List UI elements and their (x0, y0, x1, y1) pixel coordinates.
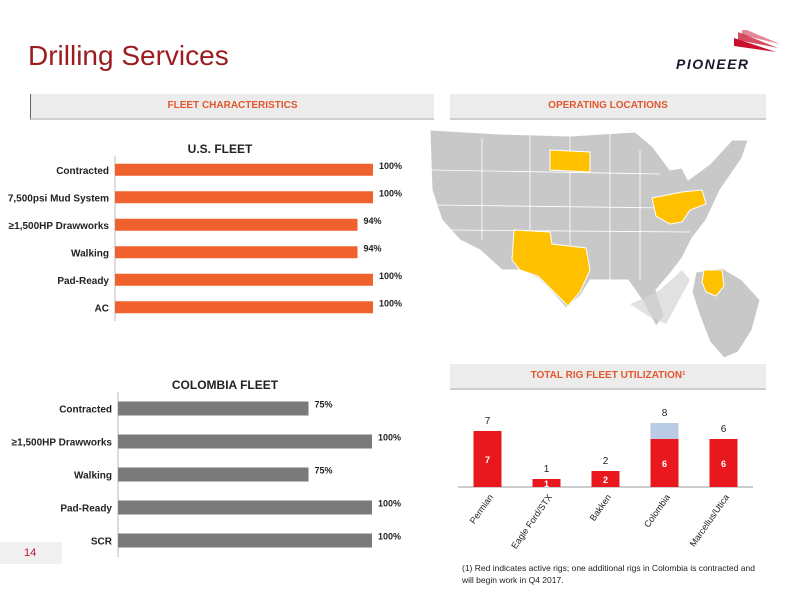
us-fleet-category-label: ≥1,500HP Drawworks (9, 221, 110, 232)
colombia-fleet-bar (118, 533, 372, 548)
us-fleet-category-label: AC (95, 303, 109, 314)
us-fleet-value-label: 100% (379, 188, 402, 198)
rig-utilization-chart: 7 7 Permian 1 1 Eagle Ford/STX 2 2 Bakken 6 8 Colom… (458, 408, 753, 551)
us-map-icon (429, 129, 749, 327)
us-fleet-title: U.S. FLEET (187, 142, 253, 156)
us-fleet-bar (115, 301, 373, 314)
utilization-category-label: Marcellus/Utica (688, 492, 731, 548)
us-fleet-category-label: Walking (71, 248, 109, 259)
us-fleet-category-label: Contracted (56, 166, 109, 177)
total-rigs-label: 7 (485, 416, 491, 427)
colombia-fleet-chart: Contracted 75% ≥1,500HP Drawworks 100% Walki… (12, 392, 401, 557)
fleet-characteristics-band: FLEET CHARACTERISTICS (30, 94, 434, 120)
colombia-fleet-category-label: Walking (74, 471, 112, 482)
colombia-fleet-category-label: Pad-Ready (60, 504, 112, 515)
us-fleet-value-label: 100% (379, 161, 402, 171)
us-fleet-bar (115, 218, 358, 231)
footnote: (1) Red indicates active rigs; one addit… (462, 563, 755, 585)
colombia-fleet-bar (118, 434, 372, 449)
utilization-label: TOTAL RIG FLEET UTILIZATION¹ (530, 370, 686, 381)
colombia-fleet-bar (118, 500, 372, 515)
colombia-fleet-value-label: 75% (315, 466, 333, 476)
us-fleet-value-label: 94% (364, 243, 382, 253)
active-rigs-bar (473, 431, 502, 487)
logo-text: PIONEER (676, 56, 750, 72)
colombia-fleet-value-label: 75% (315, 400, 333, 410)
colombia-region (701, 269, 725, 297)
colombia-fleet-value-label: 100% (378, 433, 401, 443)
us-fleet-bar (115, 163, 373, 176)
operating-locations-map (429, 129, 761, 359)
active-rigs-label: 6 (721, 459, 726, 469)
ohio-pennsylvania-region (651, 189, 707, 225)
colombia-fleet-category-label: ≥1,500HP Drawworks (12, 438, 113, 449)
pioneer-logo-icon (734, 30, 780, 52)
utilization-category-label: Permian (468, 492, 495, 525)
page-title: Drilling Services (28, 40, 229, 71)
north-dakota-region (549, 149, 591, 173)
us-fleet-chart: Contracted 100% 7,500psi Mud System 100% ≥1,… (8, 156, 402, 321)
active-rigs-bar (591, 471, 620, 487)
utilization-category-label: Eagle Ford/STX (509, 492, 554, 550)
us-fleet-value-label: 94% (364, 216, 382, 226)
total-rigs-label: 2 (603, 456, 609, 467)
inactive-rigs-bar (650, 423, 679, 439)
page-number: 14 (24, 547, 37, 559)
colombia-fleet-bar (118, 401, 309, 416)
active-rigs-bar (532, 479, 561, 487)
colombia-fleet-title: COLOMBIA FLEET (171, 378, 279, 392)
us-fleet-category-label: Pad-Ready (57, 276, 109, 287)
utilization-band: TOTAL RIG FLEET UTILIZATION¹ (450, 364, 766, 390)
total-rigs-label: 6 (721, 424, 727, 435)
central-america-icon (630, 270, 690, 324)
active-rigs-label: 1 (544, 479, 549, 489)
total-rigs-label: 1 (544, 464, 550, 475)
colombia-fleet-bar (118, 467, 309, 482)
active-rigs-label: 2 (603, 475, 608, 485)
colombia-fleet-value-label: 100% (378, 499, 401, 509)
us-fleet-value-label: 100% (379, 298, 402, 308)
us-fleet-bar (115, 246, 358, 259)
colombia-fleet-value-label: 100% (378, 532, 401, 542)
texas-new-mexico-region (511, 229, 591, 307)
us-fleet-bar (115, 273, 373, 286)
active-rigs-bar (650, 439, 679, 487)
operating-locations-band: OPERATING LOCATIONS (450, 94, 766, 120)
us-fleet-value-label: 100% (379, 271, 402, 281)
utilization-category-label: Bakken (588, 492, 613, 522)
utilization-category-label: Colombia (642, 492, 672, 529)
fleet-characteristics-label: FLEET CHARACTERISTICS (167, 100, 298, 111)
us-fleet-category-label: 7,500psi Mud System (8, 193, 109, 204)
operating-locations-label: OPERATING LOCATIONS (548, 100, 668, 111)
us-fleet-bar (115, 191, 373, 204)
active-rigs-bar (709, 439, 738, 487)
colombia-fleet-category-label: Contracted (59, 405, 112, 416)
page-number-box: 14 (0, 542, 62, 564)
active-rigs-label: 6 (662, 459, 667, 469)
total-rigs-label: 8 (662, 408, 668, 419)
active-rigs-label: 7 (485, 455, 490, 465)
colombia-fleet-category-label: SCR (91, 537, 113, 548)
